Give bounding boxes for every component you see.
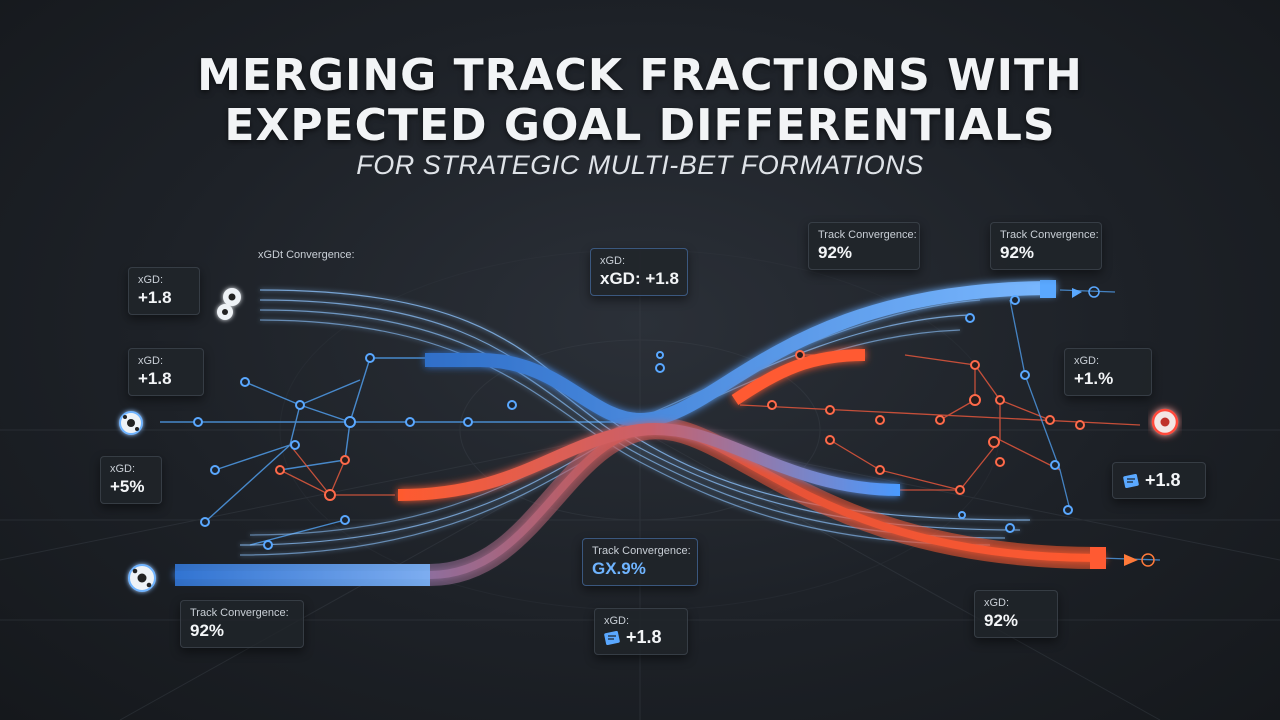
xgd-card-3: xGD: +5% [100,456,162,504]
blue-track-start [175,564,430,586]
card-label: Track Convergence: [1000,229,1099,241]
soccer-ball-icon [119,411,143,435]
blue-nodes [193,295,1073,550]
card-label: Track Convergence: [190,607,289,619]
red-nodes [275,350,1085,501]
track-card-top-right-1: Track Convergence: 92% [808,222,920,270]
page-title-line2: EXPECTED GOAL DIFFERENTIALS [224,100,1056,151]
card-value: +1.% [1074,369,1114,388]
blue-track-end [1040,280,1056,298]
card-value: +5% [110,477,145,496]
soccer-ball-icon [217,304,233,320]
left-red-network [279,444,395,496]
card-value: 92% [1000,243,1035,262]
card-value: xGD: +1.8 [600,269,679,288]
soccer-ball-icon [128,564,156,592]
xgd-card-right: xGD: +1.% [1064,348,1152,396]
card-label: xGD: [138,274,164,286]
xgd-card-2: xGD: +1.8 [128,348,204,396]
ticket-icon [1123,473,1139,488]
card-label: Track Convergence: [818,229,917,241]
card-value: GX.9% [592,559,646,578]
target-arrow-icon [1072,286,1100,298]
card-label: xGD: [600,255,626,267]
convergence-label: xGDt Convergence: [258,249,355,261]
ticket-icon [604,630,620,645]
soccer-ball-icon [223,288,241,306]
card-label: xGD: [110,463,136,475]
track-card-top-right-2: Track Convergence: 92% [990,222,1102,270]
card-label: xGD: [1074,355,1100,367]
page-title-line1: MERGING TRACK FRACTIONS WITH [197,50,1083,101]
main-tracks [175,281,1106,586]
card-label: xGD: [604,615,630,627]
page-subtitle: FOR STRATEGIC MULTI-BET FORMATIONS [356,150,924,180]
target-arrow-icon [1124,553,1155,567]
card-value: +1.8 [138,369,172,388]
card-value: +1.8 [1145,470,1181,490]
card-label: xGD: [138,355,164,367]
xgd-card-1: xGD: +1.8 [128,267,200,315]
soccer-ball-icon [1151,408,1179,436]
card-label: xGD: [984,597,1010,609]
xgd-card-center-top: xGD: xGD: +1.8 [590,248,688,296]
card-value: 92% [984,611,1019,630]
red-track-end [1090,547,1106,569]
card-label: Track Convergence: [592,545,691,557]
track-card-center-bottom: Track Convergence: GX.9% [582,538,698,586]
xgd-card-bottom-right: xGD: 92% [974,590,1058,638]
card-value: +1.8 [626,627,662,647]
ticket-value-card: +1.8 [1112,462,1206,499]
card-value: +1.8 [138,288,172,307]
card-value: 92% [818,243,853,262]
track-card-bottom-left: Track Convergence: 92% [180,600,304,648]
card-value: 92% [190,621,225,640]
xgd-card-bottom-center: xGD: +1.8 [594,608,688,655]
